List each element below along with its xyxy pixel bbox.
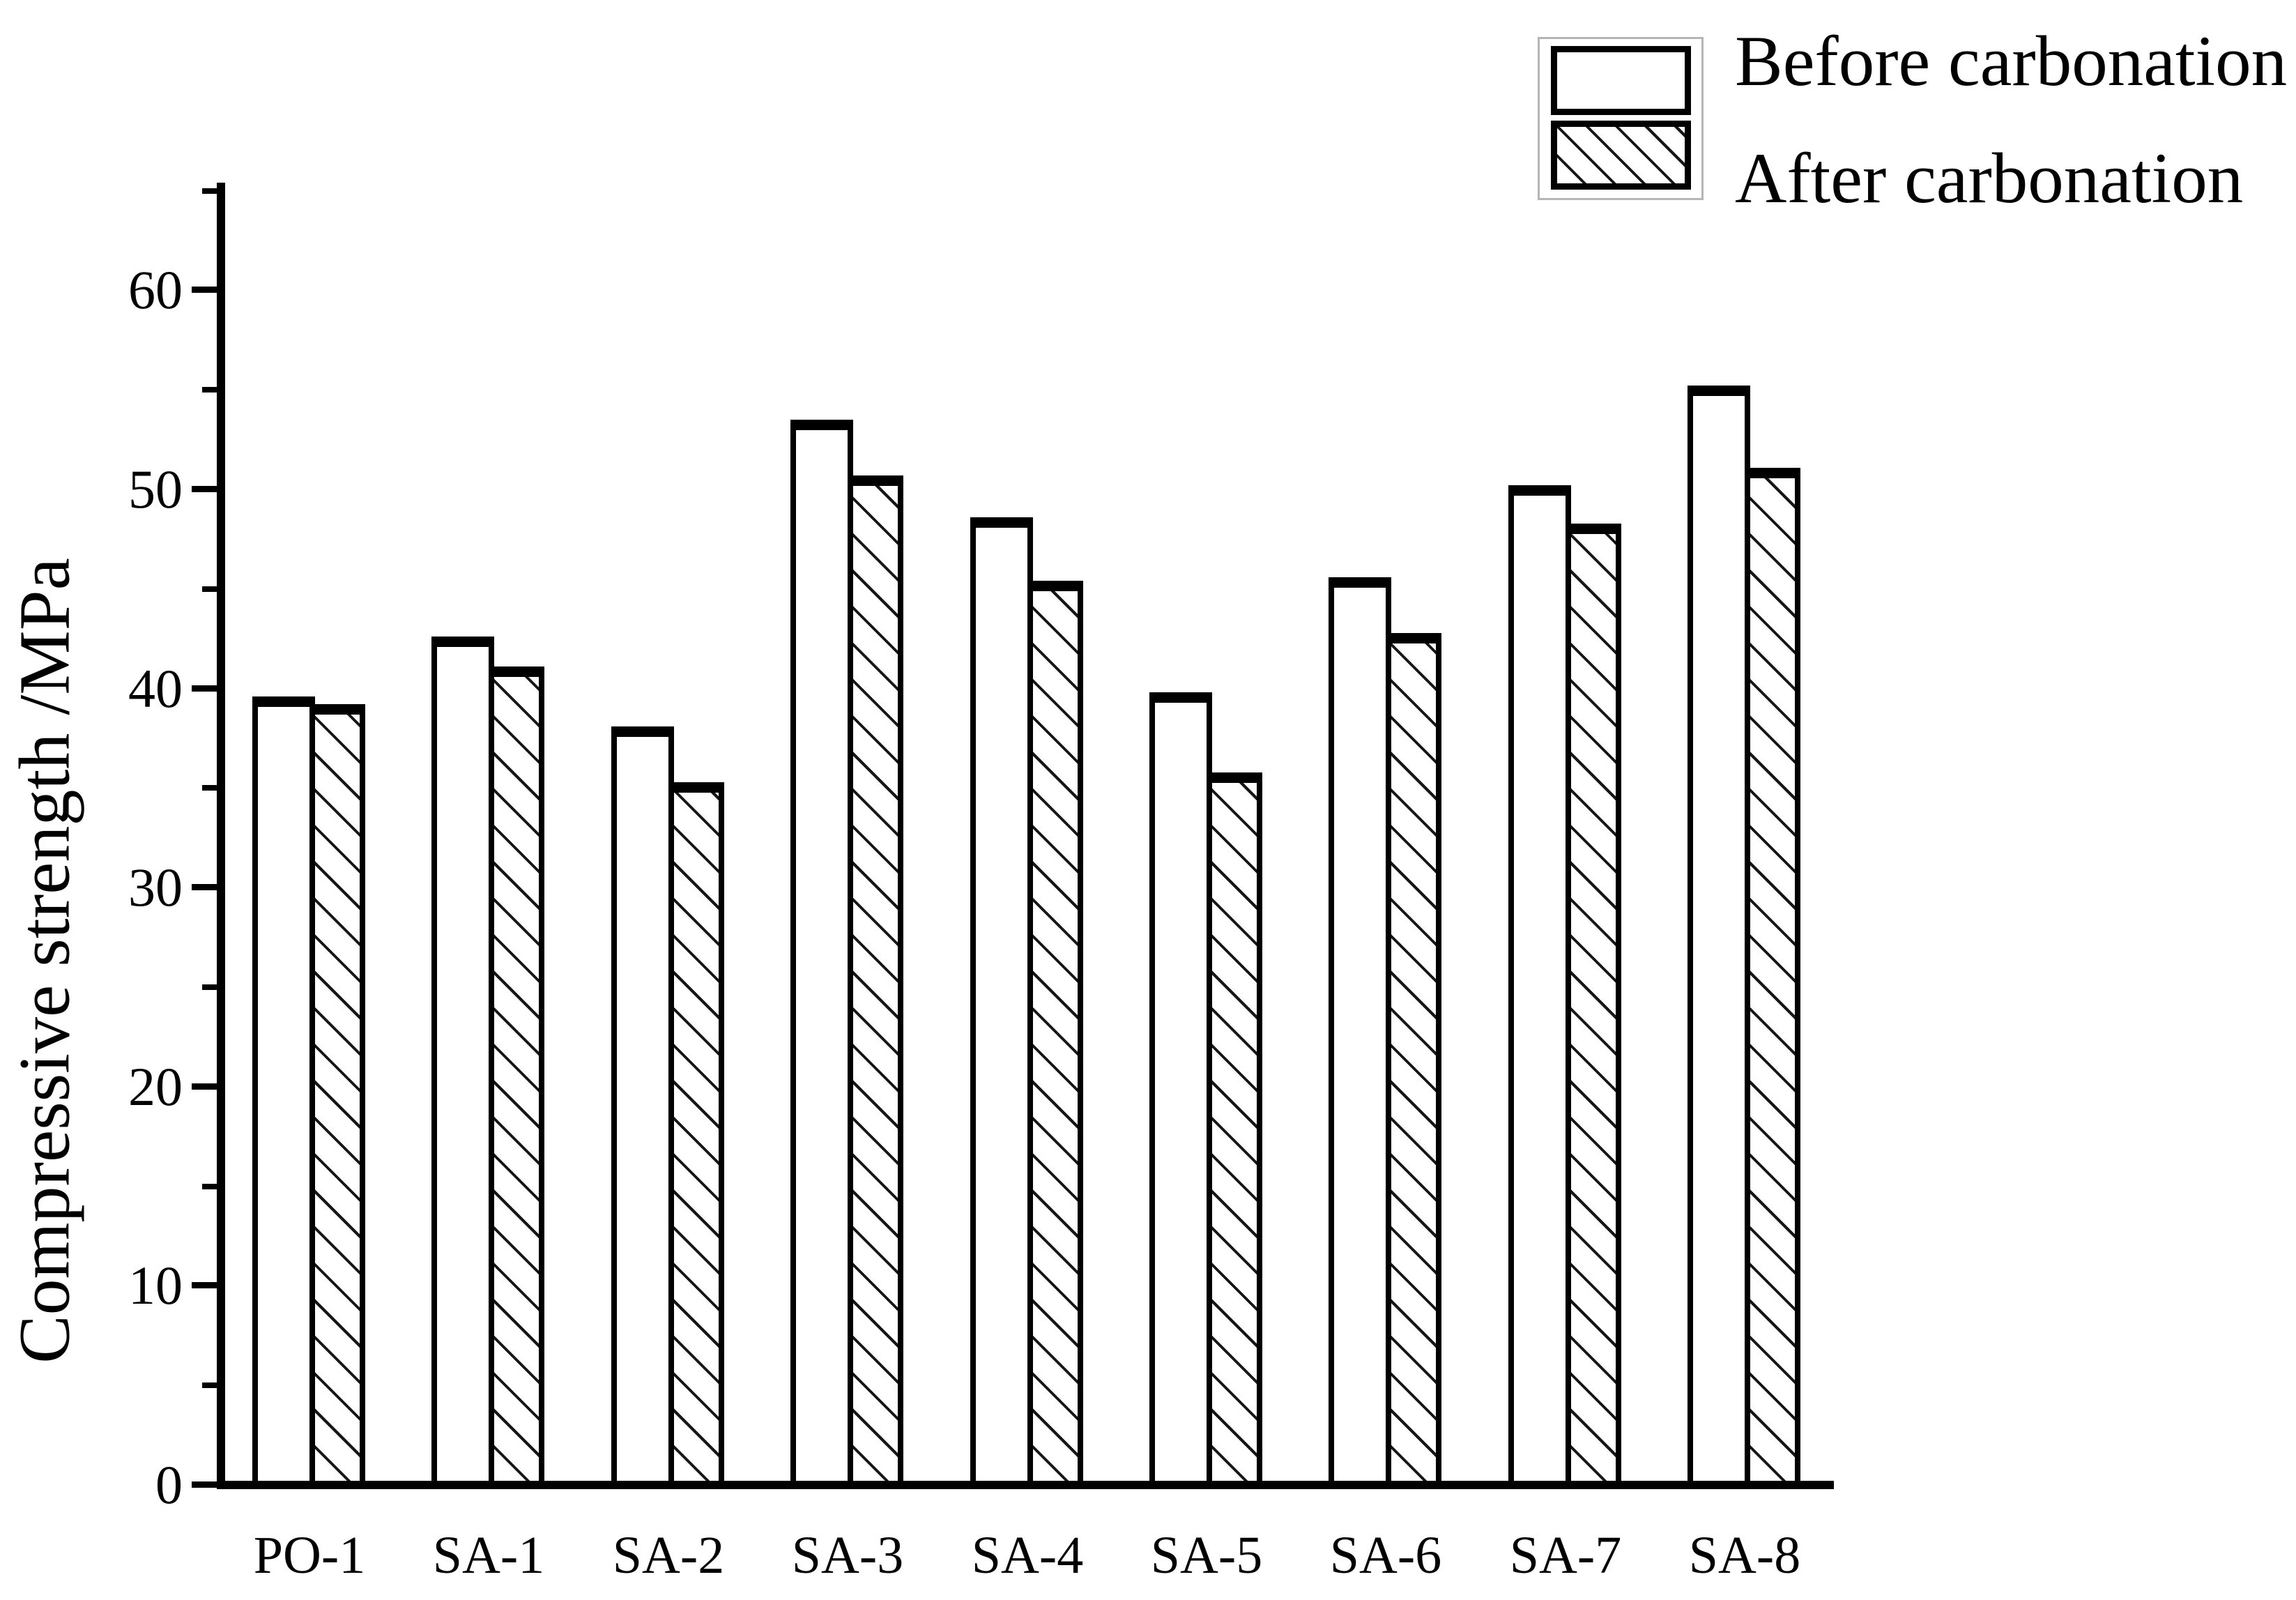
bar-before-carbonation-SA-3 xyxy=(790,420,853,1487)
x-axis-label-SA-3: SA-3 xyxy=(791,1526,904,1585)
x-axis-label-SA-4: SA-4 xyxy=(971,1526,1084,1585)
y-axis-tick-label-40: 40 xyxy=(128,658,183,719)
x-axis-label-SA-6: SA-6 xyxy=(1329,1526,1442,1585)
x-axis-label-SA-5: SA-5 xyxy=(1150,1526,1263,1585)
bar-before-carbonation-PO-1 xyxy=(252,696,315,1487)
y-axis-major-tick-0 xyxy=(192,1481,217,1488)
bar-after-carbonation-SA-6 xyxy=(1386,633,1441,1487)
legend-swatch-after-carbonation xyxy=(1551,121,1691,190)
y-axis-tick-label-0: 0 xyxy=(155,1454,183,1515)
y-axis-major-tick-20 xyxy=(192,1083,217,1090)
bar-after-carbonation-SA-2 xyxy=(668,782,724,1487)
bar-before-carbonation-SA-6 xyxy=(1329,577,1391,1487)
y-axis-tick-label-60: 60 xyxy=(128,259,183,320)
x-axis-label-SA-7: SA-7 xyxy=(1509,1526,1622,1585)
bar-before-carbonation-SA-5 xyxy=(1149,692,1212,1487)
y-axis-major-tick-10 xyxy=(192,1282,217,1288)
y-axis-title: Compressive strength /MPa xyxy=(4,558,85,1364)
y-axis-tick-label-20: 20 xyxy=(128,1056,183,1117)
bar-after-carbonation-SA-5 xyxy=(1207,772,1262,1487)
bar-before-carbonation-SA-4 xyxy=(970,517,1033,1487)
y-axis-minor-tick-15 xyxy=(202,1184,217,1189)
bar-after-carbonation-SA-8 xyxy=(1745,468,1800,1487)
y-axis-major-tick-40 xyxy=(192,685,217,692)
y-axis-minor-tick-65 xyxy=(202,188,217,194)
bar-after-carbonation-SA-7 xyxy=(1566,524,1621,1487)
y-axis-minor-tick-35 xyxy=(202,785,217,791)
bar-after-carbonation-SA-3 xyxy=(848,475,903,1487)
y-axis-tick-label-10: 10 xyxy=(128,1255,183,1316)
x-axis-label-SA-1: SA-1 xyxy=(432,1526,545,1585)
y-axis-major-tick-60 xyxy=(192,287,217,293)
y-axis-tick-label-50: 50 xyxy=(128,459,183,519)
bar-before-carbonation-SA-8 xyxy=(1687,386,1750,1487)
y-axis-major-tick-50 xyxy=(192,486,217,492)
y-axis-minor-tick-55 xyxy=(202,387,217,393)
bar-after-carbonation-SA-4 xyxy=(1027,581,1083,1487)
x-axis-label-PO-1: PO-1 xyxy=(253,1526,366,1585)
legend-label-before-carbonation: Before carbonation xyxy=(1735,22,2288,101)
y-axis-major-tick-30 xyxy=(192,884,217,890)
bar-before-carbonation-SA-7 xyxy=(1508,485,1571,1487)
x-axis-label-SA-8: SA-8 xyxy=(1688,1526,1801,1585)
y-axis-minor-tick-45 xyxy=(202,586,217,592)
y-axis-minor-tick-25 xyxy=(202,984,217,990)
bar-after-carbonation-PO-1 xyxy=(309,704,365,1487)
bar-before-carbonation-SA-1 xyxy=(431,637,494,1487)
y-axis-tick-label-30: 30 xyxy=(128,857,183,917)
bar-before-carbonation-SA-2 xyxy=(611,726,674,1487)
bar-after-carbonation-SA-1 xyxy=(489,666,544,1487)
y-axis-minor-tick-5 xyxy=(202,1382,217,1388)
x-axis-line xyxy=(217,1481,1834,1489)
x-axis-label-SA-2: SA-2 xyxy=(612,1526,725,1585)
y-axis-line xyxy=(217,183,225,1489)
legend-label-after-carbonation: After carbonation xyxy=(1735,139,2244,218)
legend-swatch-before-carbonation xyxy=(1551,46,1691,115)
